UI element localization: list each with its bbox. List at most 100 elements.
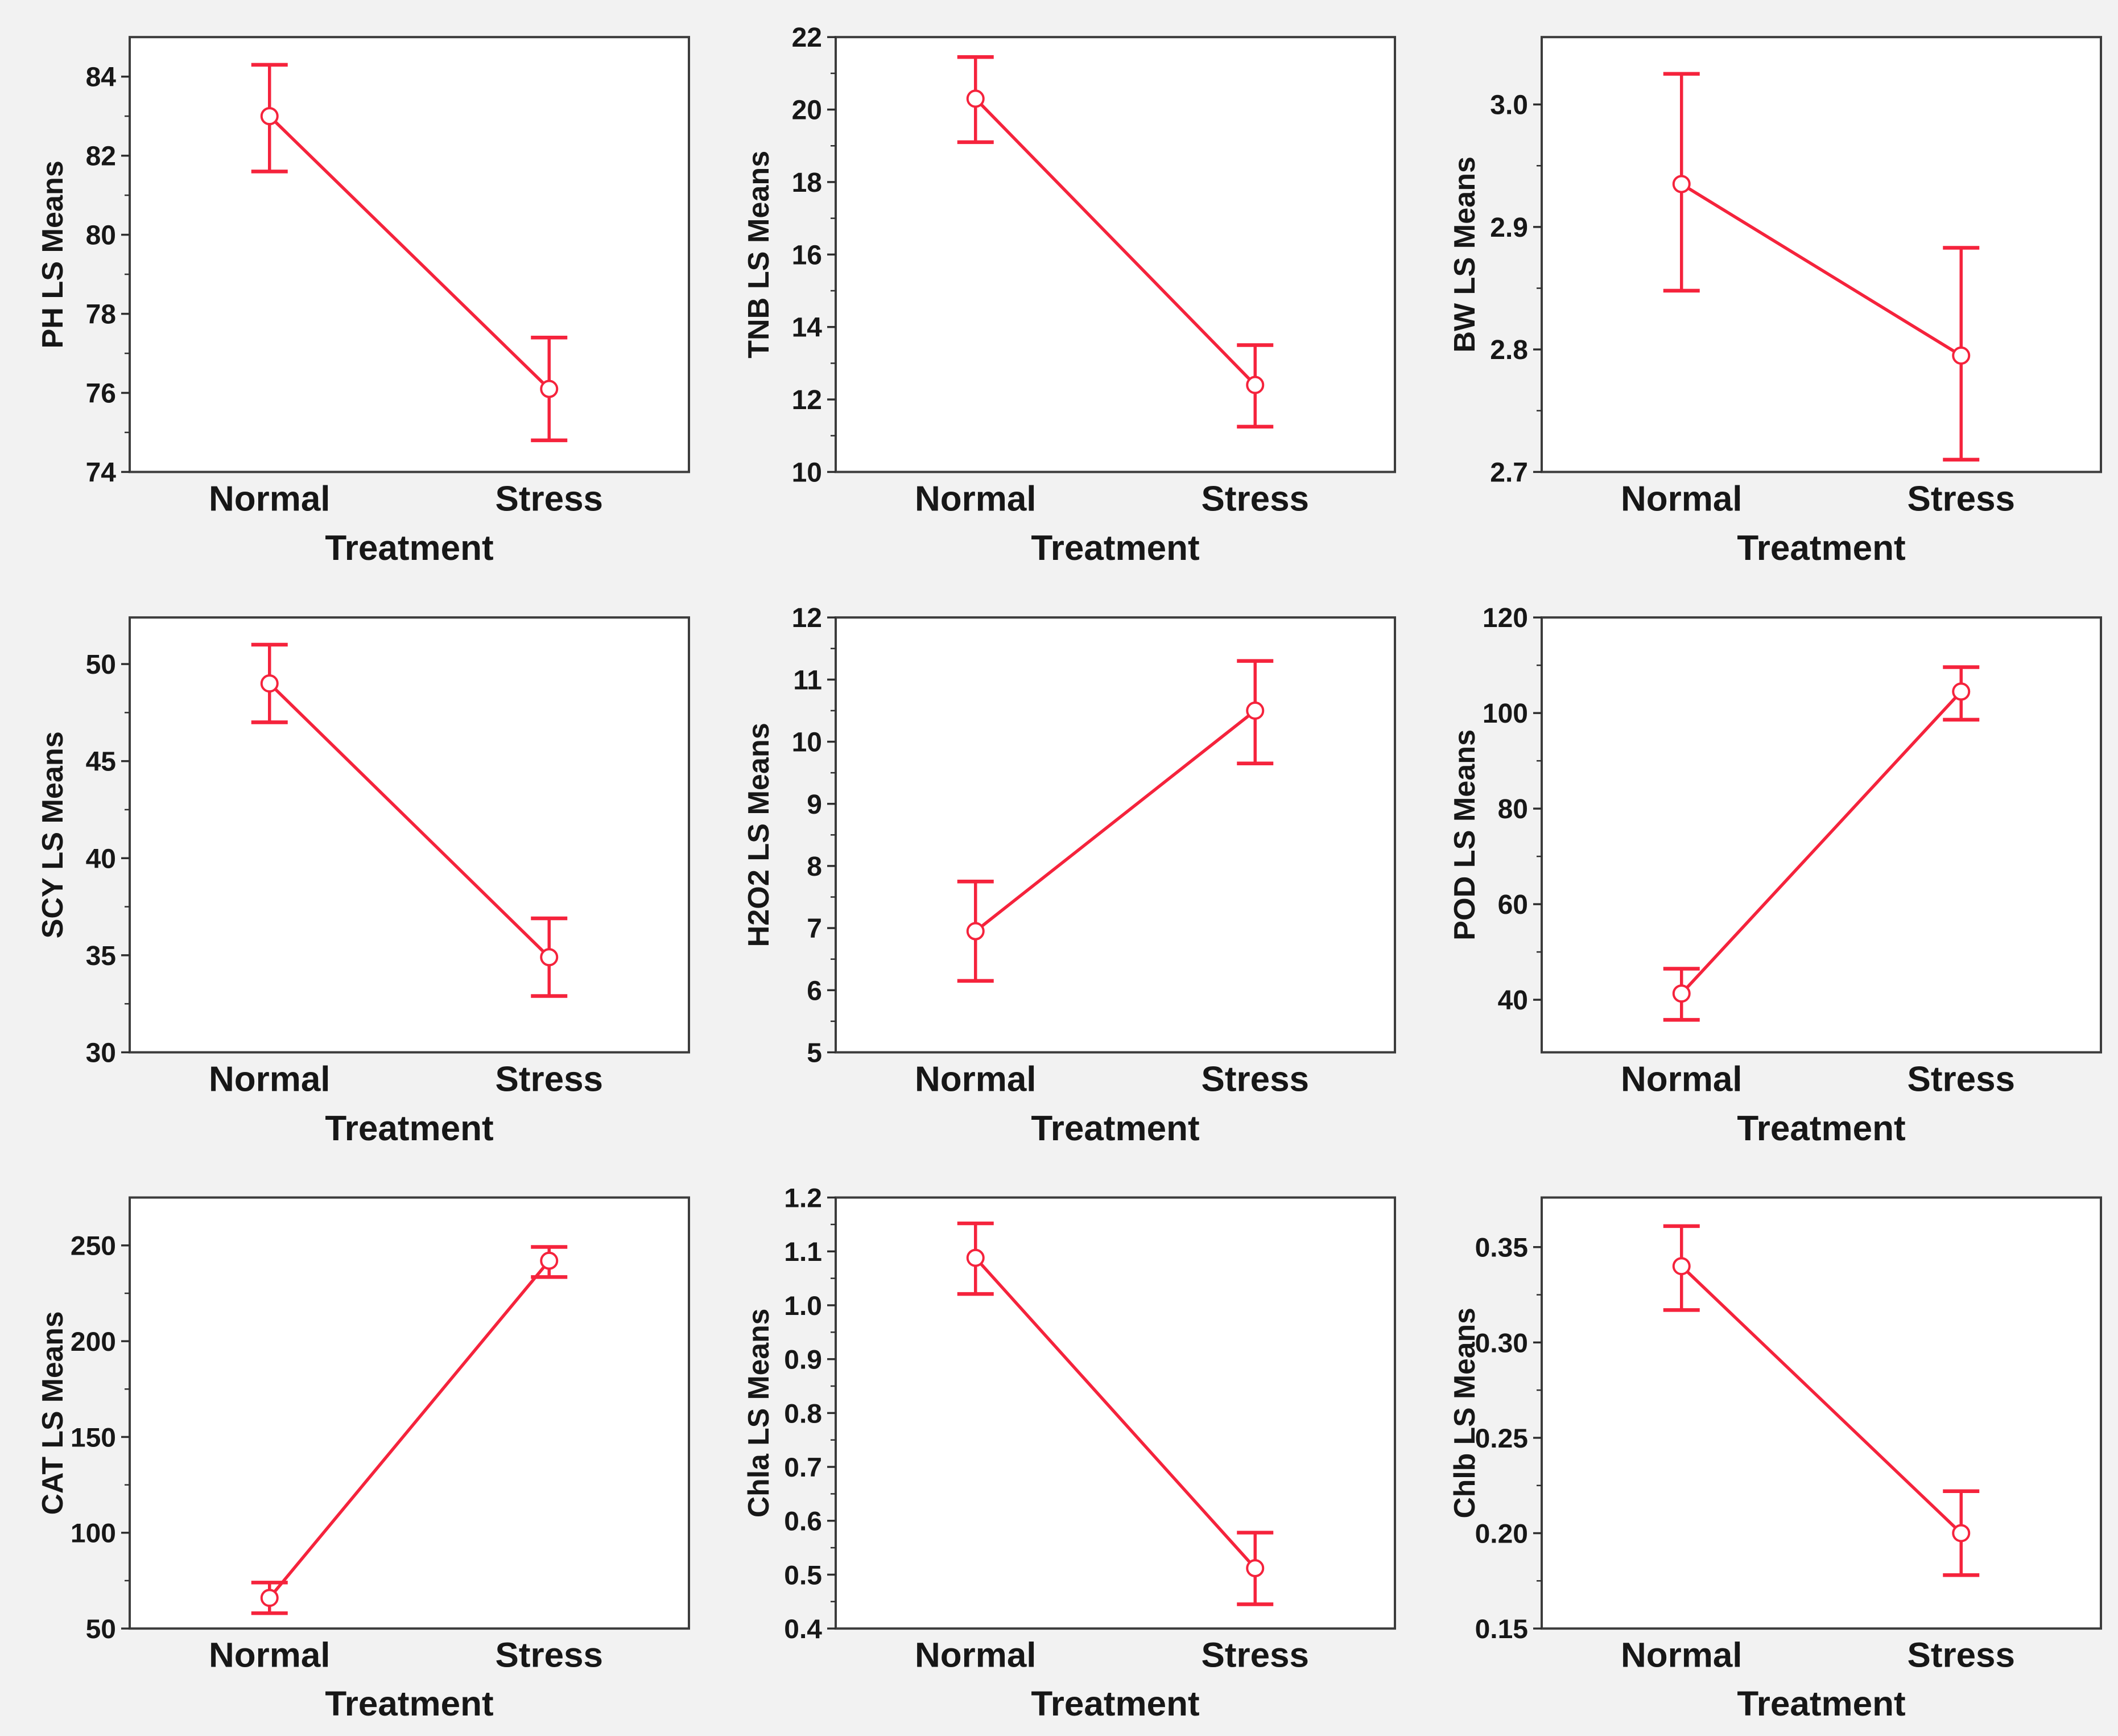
y-axis-tick-label: 60	[1498, 889, 1528, 920]
y-axis-title: H2O2 LS Means	[742, 723, 775, 947]
x-category-label: Stress	[1201, 480, 1309, 519]
y-axis-tick-label: 80	[1498, 794, 1528, 824]
mean-line	[1680, 690, 1963, 995]
y-axis-tick-label: 80	[86, 220, 116, 251]
x-axis-title: Treatment	[325, 529, 493, 568]
mean-marker	[1246, 1559, 1265, 1577]
y-axis-tick-label: 76	[86, 378, 116, 409]
plot-tnb: 10 12 14 16 18 20 22 Normal Stress Treatment TNB L…	[706, 0, 1412, 580]
y-axis-title: CAT LS Means	[36, 1311, 69, 1515]
mean-marker	[540, 1251, 559, 1270]
x-category-label: Stress	[495, 1060, 603, 1099]
y-axis-tick-label: 1.1	[784, 1237, 822, 1267]
y-axis-tick-label: 20	[792, 95, 822, 126]
y-axis-tick-label: 8	[807, 851, 822, 882]
x-category-label: Stress	[1201, 1060, 1309, 1099]
x-axis-title: Treatment	[325, 1684, 493, 1723]
plot-area	[1541, 616, 2102, 1054]
mean-line	[268, 115, 551, 390]
mean-marker	[1952, 682, 1971, 701]
x-category-label: Stress	[495, 1636, 603, 1675]
y-axis-tick-label: 0.20	[1475, 1519, 1528, 1549]
mean-marker	[1672, 1257, 1691, 1276]
y-axis-tick-label: 7	[807, 913, 822, 944]
x-category-label: Normal	[915, 1060, 1037, 1099]
y-axis-tick-label: 78	[86, 299, 116, 330]
mean-marker	[260, 107, 279, 126]
chart-chlb-svg: 0.15 0.20 0.25 0.30 0.35 Normal StressTreatmen…	[1448, 1196, 2102, 1723]
y-axis-tick-label: 0.9	[784, 1345, 822, 1375]
y-axis-tick-label: 0.30	[1475, 1328, 1528, 1358]
x-axis-title: Treatment	[1737, 529, 1905, 568]
y-axis-tick-label: 11	[793, 665, 822, 695]
y-axis-title: PH LS Means	[36, 160, 69, 348]
y-axis-tick-label: 1.0	[784, 1291, 822, 1321]
x-category-label: Normal	[1621, 480, 1743, 519]
x-category-label: Normal	[1621, 1060, 1743, 1099]
mean-marker	[1246, 701, 1265, 720]
y-axis-tick-label: 0.6	[784, 1507, 822, 1537]
y-axis-tick-label: 30	[86, 1037, 116, 1068]
x-axis-title: Treatment	[1031, 529, 1199, 568]
y-axis-tick-label: 10	[792, 727, 822, 758]
x-axis-title: Treatment	[1031, 1109, 1199, 1148]
plot-bw: 2.7 2.8 2.9 3.0 Normal Stress Treatment BW LS M…	[1412, 0, 2118, 580]
y-axis-tick-label: 12	[792, 603, 822, 633]
plot-area	[1541, 36, 2102, 473]
mean-line	[1681, 183, 1962, 357]
y-axis-tick-label: 74	[86, 457, 117, 488]
y-axis-tick-label: 2.8	[1490, 335, 1528, 365]
x-category-label: Normal	[209, 1636, 331, 1675]
mean-line	[268, 1259, 551, 1599]
mean-marker	[260, 1589, 279, 1607]
y-axis-tick-label: 0.15	[1475, 1614, 1528, 1644]
y-axis-tick-label: 100	[1483, 698, 1528, 729]
plot-h2o2: 5 6 7 8 9 10 11 12 Normal Stress Treatment H2O2 LS …	[706, 580, 1412, 1161]
mean-marker	[1952, 346, 1971, 365]
x-category-label: Stress	[1907, 480, 2015, 519]
y-axis-tick-label: 40	[86, 843, 116, 874]
plot-area	[129, 1196, 690, 1630]
y-axis-tick-label: 40	[1498, 985, 1528, 1016]
mean-marker	[966, 1248, 985, 1267]
y-axis-tick-label: 35	[86, 941, 116, 971]
y-axis-tick-label: 0.4	[784, 1614, 822, 1644]
plot-chla: 0.4 0.5 0.6 0.7 0.8 0.9 1.0 1.1 1.2 Normal Stress T…	[706, 1161, 1412, 1736]
mean-line	[974, 97, 1257, 386]
y-axis-tick-label: 50	[86, 1614, 116, 1644]
y-axis-tick-label: 0.35	[1475, 1233, 1528, 1263]
x-category-label: Normal	[209, 1060, 331, 1099]
x-category-label: Stress	[1201, 1636, 1309, 1675]
x-category-label: Normal	[1621, 1636, 1743, 1675]
y-axis-tick-label: 100	[71, 1519, 116, 1549]
y-axis-tick-label: 200	[71, 1327, 116, 1357]
x-category-label: Normal	[209, 480, 331, 519]
y-axis-tick-label: 14	[792, 312, 823, 343]
y-axis-title: BW LS Means	[1448, 156, 1481, 353]
y-axis-tick-label: 3.0	[1490, 90, 1528, 121]
x-category-label: Stress	[1907, 1636, 2015, 1675]
y-axis-tick-label: 250	[71, 1231, 116, 1261]
y-axis-tick-label: 45	[86, 747, 116, 777]
chart-chla-svg: 0.4 0.5 0.6 0.7 0.8 0.9 1.0 1.1 1.2 Normal StressT…	[742, 1184, 1396, 1723]
y-axis-tick-label: 9	[807, 789, 822, 820]
y-axis-tick-label: 18	[792, 167, 822, 198]
y-axis-tick-label: 82	[86, 141, 116, 172]
y-axis-tick-label: 1.2	[784, 1184, 822, 1214]
y-axis-title: Chlb LS Means	[1448, 1308, 1481, 1518]
x-axis-title: Treatment	[1737, 1109, 1905, 1148]
y-axis-tick-label: 120	[1483, 603, 1528, 633]
y-axis-tick-label: 0.7	[784, 1453, 822, 1483]
y-axis-tick-label: 12	[792, 385, 822, 415]
y-axis-title: TNB LS Means	[742, 151, 775, 358]
x-category-label: Stress	[495, 480, 603, 519]
x-axis-title: Treatment	[1737, 1684, 1905, 1723]
y-axis-title: Chla LS Means	[742, 1309, 775, 1518]
mean-line	[974, 1256, 1257, 1569]
plot-area	[835, 36, 1396, 473]
